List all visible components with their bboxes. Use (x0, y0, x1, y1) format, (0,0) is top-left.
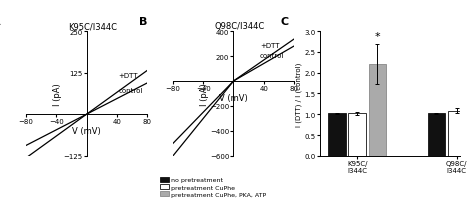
Title: K95C/I344C: K95C/I344C (68, 22, 117, 31)
Bar (348, 114, 366, 156)
X-axis label: V (mV): V (mV) (72, 126, 101, 135)
Bar (328, 114, 346, 156)
Text: B: B (139, 17, 147, 27)
Text: *: * (374, 32, 380, 42)
Title: Q98C/I344C: Q98C/I344C (214, 22, 264, 31)
Legend: no pretreatment, pretreatment CuPhe, pretreatment CuPhe, PKA, ATP: no pretreatment, pretreatment CuPhe, pre… (160, 177, 266, 197)
Text: control: control (118, 87, 143, 93)
Text: control: control (260, 52, 284, 58)
Text: +DTT: +DTT (118, 73, 138, 79)
Y-axis label: I (pA): I (pA) (200, 83, 209, 105)
Bar (369, 64, 386, 156)
Y-axis label: I (DTT) / I (control): I (DTT) / I (control) (295, 62, 302, 126)
Y-axis label: I (pA): I (pA) (53, 83, 62, 105)
Bar (468, 80, 474, 156)
Text: C: C (281, 17, 289, 27)
Bar (448, 111, 465, 156)
X-axis label: V (mV): V (mV) (219, 93, 248, 102)
Text: A: A (0, 17, 1, 27)
Text: +DTT: +DTT (260, 43, 279, 49)
Bar (428, 114, 446, 156)
